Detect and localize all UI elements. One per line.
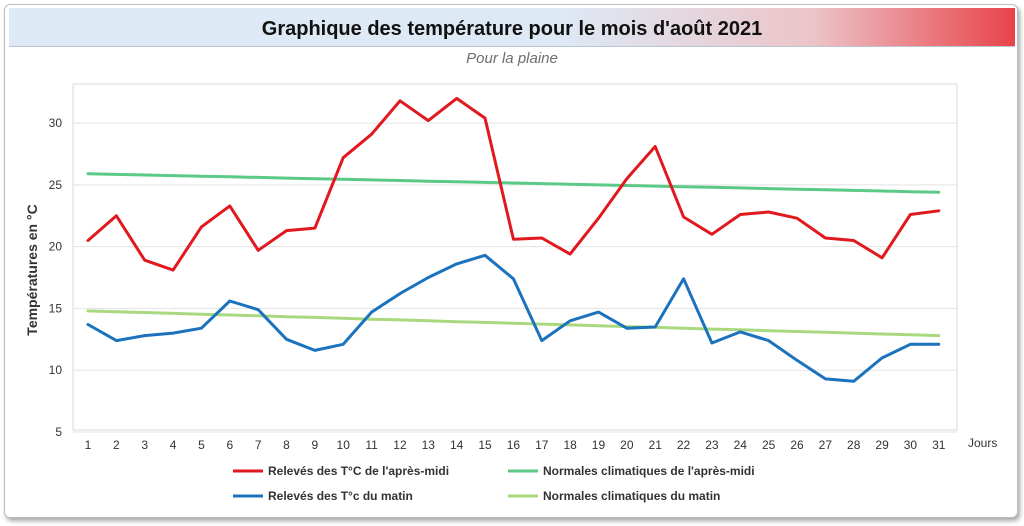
x-tick-label: 7 — [255, 438, 262, 452]
x-tick-label: 16 — [507, 438, 521, 452]
x-tick-label: 12 — [393, 438, 407, 452]
x-tick-label: 29 — [875, 438, 889, 452]
y-tick-labels: 5 10 15 20 25 30 — [49, 116, 63, 439]
chart-subtitle: Pour la plaine — [466, 50, 558, 67]
x-tick-label: 17 — [535, 438, 549, 452]
x-tick-label: 9 — [312, 438, 319, 452]
x-tick-label: 27 — [819, 438, 833, 452]
x-tick-label: 1 — [85, 438, 92, 452]
x-tick-label: 6 — [226, 438, 233, 452]
x-tick-label: 21 — [649, 438, 663, 452]
x-tick-label: 10 — [337, 438, 351, 452]
y-tick-label: 15 — [49, 301, 63, 315]
x-axis-unit: Jours — [968, 436, 997, 450]
plot-area — [72, 83, 958, 431]
title-bar — [9, 8, 1015, 47]
series-line-3 — [86, 309, 941, 338]
legend-label: Normales climatiques du matin — [543, 489, 720, 503]
legend-label: Relevés des T°c du matin — [268, 489, 413, 503]
x-tick-label: 11 — [365, 438, 378, 452]
x-tick-label: 31 — [932, 438, 946, 452]
y-tick-label: 20 — [49, 240, 63, 254]
x-tick-label: 13 — [422, 438, 436, 452]
x-tick-label: 18 — [563, 438, 577, 452]
x-tick-label: 24 — [734, 438, 748, 452]
x-tick-labels: 1 2 3 4 5 6 7 8 9 10 11 12 13 14 15 16 17 18 19 20 21 22 23 24 2… — [85, 438, 946, 452]
x-tick-label: 23 — [705, 438, 719, 452]
x-tick-label: 22 — [677, 438, 691, 452]
legend-label: Normales climatiques de l'après-midi — [543, 464, 755, 478]
y-tick-label: 30 — [49, 116, 63, 130]
x-tick-label: 8 — [283, 438, 290, 452]
y-tick-label: 25 — [49, 178, 63, 192]
y-tick-label: 10 — [49, 363, 63, 377]
x-tick-label: 26 — [790, 438, 804, 452]
series-line-2 — [86, 253, 941, 383]
x-tick-label: 14 — [450, 438, 464, 452]
x-tick-label: 5 — [198, 438, 205, 452]
x-tick-label: 30 — [904, 438, 918, 452]
x-tick-label: 15 — [478, 438, 492, 452]
x-tick-label: 4 — [170, 438, 177, 452]
x-tick-label: 25 — [762, 438, 776, 452]
y-tick-label: 5 — [55, 425, 62, 439]
y-axis-title: Températures en °C — [24, 204, 40, 335]
x-tick-label: 2 — [113, 438, 120, 452]
chart-title: Graphique des température pour le mois d… — [261, 18, 763, 40]
series-line-0 — [86, 96, 941, 272]
x-tick-label: 3 — [141, 438, 148, 452]
legend: Relevés des T°C de l'après-midi Normales … — [233, 464, 755, 503]
series-line-1 — [86, 172, 941, 194]
legend-label: Relevés des T°C de l'après-midi — [268, 464, 449, 478]
series-lines — [86, 96, 941, 383]
x-tick-label: 19 — [592, 438, 606, 452]
x-tick-label: 20 — [620, 438, 634, 452]
x-tick-label: 28 — [847, 438, 861, 452]
